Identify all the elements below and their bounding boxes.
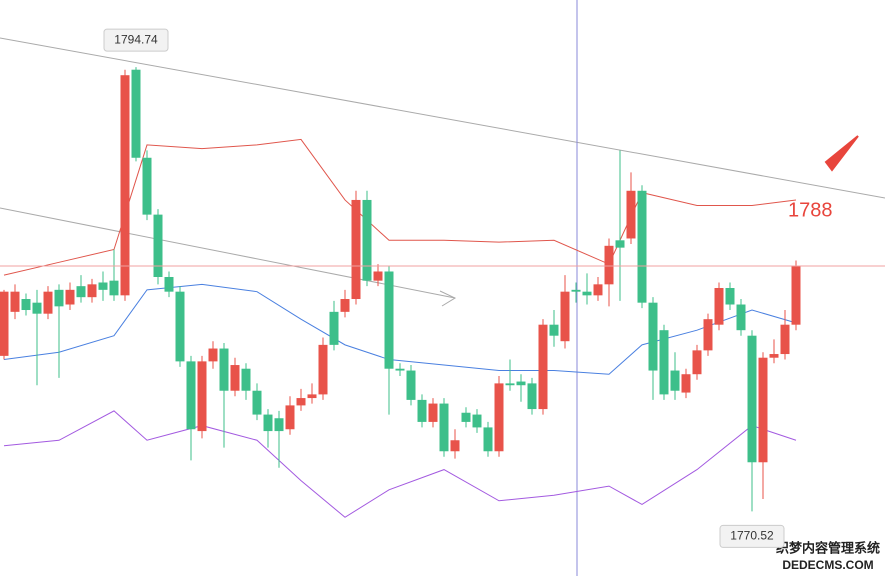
trend-line [0,207,456,299]
candle-body [450,440,460,452]
candle-body [406,370,416,400]
candle-body [780,324,790,355]
candle-body [21,299,31,311]
candle-body [131,69,141,158]
candle-body [736,304,746,331]
watermark-en: DEDECMS.COM [782,558,873,572]
candle-body [10,291,20,312]
candle-body [747,335,757,463]
candle-body [725,288,735,305]
candle-body [373,271,383,281]
candle-body [439,403,449,452]
candle-body [362,199,372,281]
candle-body [241,368,251,391]
candle-body [175,291,185,362]
candle-body [714,288,724,325]
candle-body [109,280,119,296]
candle-body [219,348,229,391]
candle-body [670,370,680,391]
candle-body [527,383,537,410]
candle-body [637,190,647,303]
trend-line [0,37,885,199]
candle-body [65,289,75,305]
candle-body [769,354,779,358]
candle-body [263,414,273,432]
candle-body [395,368,405,371]
watermark-bg [772,538,885,576]
candle-body [483,427,493,452]
candle-body [681,374,691,393]
candle-body [329,311,339,345]
price-label: 1770.52 [730,529,774,543]
watermark-cn: 织梦内容管理系统 [776,540,880,555]
candle-body [505,383,515,386]
candle-body [791,265,801,325]
candle-body [76,286,86,298]
price-label: 1794.74 [114,32,158,46]
candle-body [142,157,152,215]
candle-body [648,302,658,371]
candle-body [538,324,548,410]
annotation-arrow [824,135,859,172]
candle-body [318,344,328,395]
candle-body [87,284,97,298]
candle-body [615,240,625,248]
candle-body [197,361,207,432]
candle-body [164,276,174,292]
candle-body [692,350,702,375]
candle-body [307,394,317,399]
candle-body [659,330,669,395]
candle-body [186,361,196,430]
candle-body [296,398,306,406]
candle-body [274,418,284,432]
candle-body [626,190,636,239]
candle-body [549,324,559,336]
candle-body [340,299,350,312]
band-line [3,138,797,276]
candle-body [252,390,262,415]
candle-body [703,319,713,351]
candle-body [516,381,526,386]
candle-body [384,271,394,369]
candle-body [120,75,130,296]
candle-body [571,289,581,292]
candle-body [417,399,427,422]
candle-body [472,414,482,428]
candle-body [43,291,53,314]
candle-body [582,291,592,296]
candle-body [758,357,768,463]
trend-arrow [439,290,457,307]
candle-body [428,403,438,422]
price-label-box [719,524,785,548]
candle-body [0,291,9,356]
candle-body [604,245,614,285]
candle-body [153,214,163,277]
candle-body [593,284,603,296]
candle-body [560,291,570,342]
candle-body [230,365,240,391]
annotation-text: 1788 [788,199,833,221]
candle-body [285,405,295,430]
candle-body [208,348,218,362]
candle-body [98,282,108,290]
plot [0,67,885,518]
candle-body [351,199,361,300]
candle-body [32,302,42,314]
candle-body [494,383,504,452]
band-line [3,410,797,518]
price-label-box [103,28,169,52]
candle-body [461,412,471,422]
candle-body [54,289,64,307]
